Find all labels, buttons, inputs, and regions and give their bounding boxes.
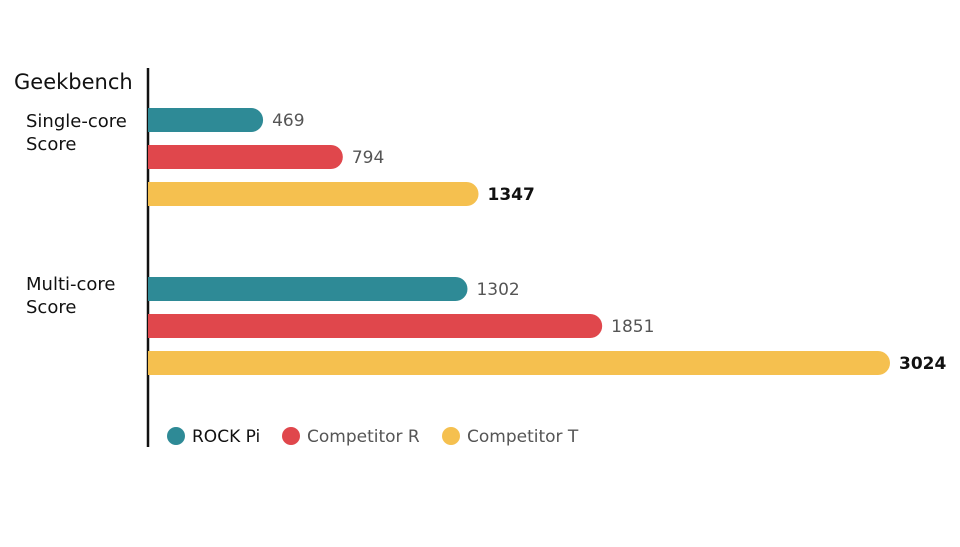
value-label: 1851 [611, 317, 654, 337]
value-label: 1347 [488, 185, 535, 205]
chart-title: Geekbench [14, 70, 133, 94]
bar [148, 314, 603, 338]
legend-marker [442, 427, 460, 445]
legend-marker [167, 427, 185, 445]
bar [148, 108, 264, 132]
legend-label: Competitor T [467, 427, 579, 447]
legend-marker [282, 427, 300, 445]
legend-label: Competitor R [307, 427, 420, 447]
bar [148, 145, 343, 169]
bar [148, 182, 479, 206]
value-label: 469 [272, 111, 304, 131]
category-label: Single-core Score [26, 111, 127, 155]
value-label: 1302 [476, 280, 519, 300]
bar [148, 277, 468, 301]
value-label: 3024 [899, 354, 946, 374]
category-label: Multi-core Score [26, 274, 116, 318]
value-label: 794 [352, 148, 384, 168]
legend-label: ROCK Pi [192, 427, 260, 447]
bar [148, 351, 890, 375]
